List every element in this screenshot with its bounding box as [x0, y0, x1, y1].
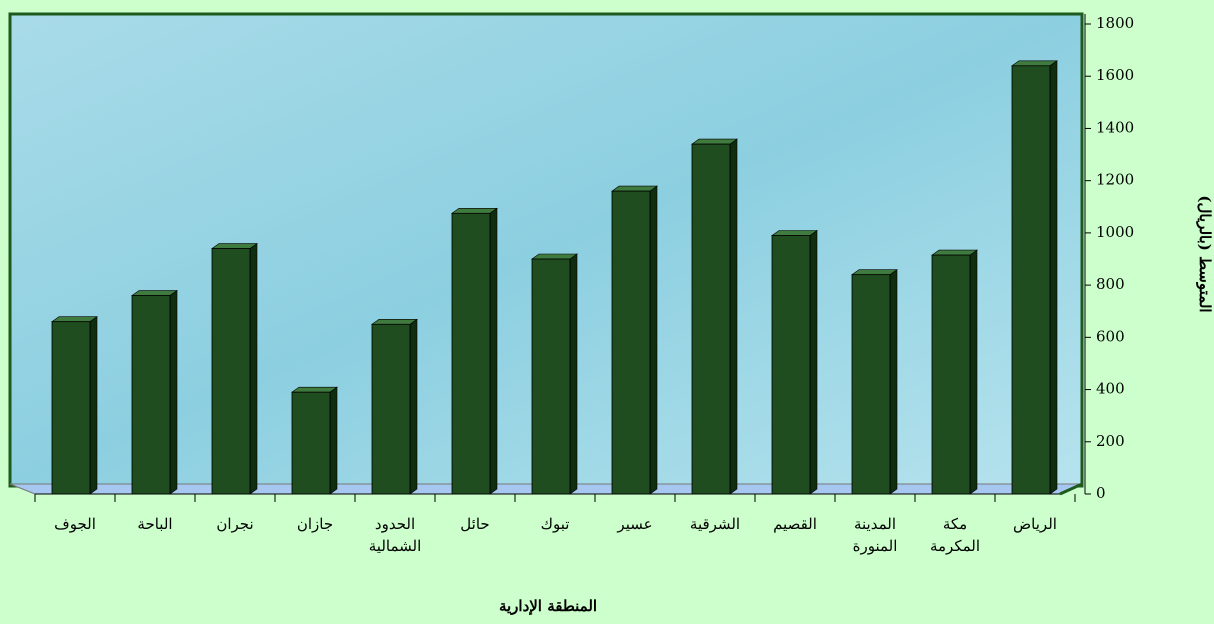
x-tick-label: المدينة المنورة	[852, 515, 898, 555]
y-tick-label: 600	[1096, 327, 1125, 345]
bar-top	[1011, 60, 1058, 67]
axis-edge	[1059, 482, 1083, 496]
bar	[291, 391, 331, 495]
bar-side	[489, 207, 498, 495]
bar-side	[249, 242, 258, 495]
bar-top	[771, 230, 818, 236]
bar	[51, 321, 91, 495]
bar	[611, 190, 651, 495]
x-axis-title: المنطقة الإدارية	[499, 597, 597, 615]
x-tick-label: الجوف	[54, 515, 96, 533]
y-tick-label: 200	[1096, 432, 1125, 450]
bar	[131, 295, 171, 495]
x-tick-label: حائل	[460, 515, 490, 533]
x-tick-label: الحدود الشمالية	[368, 515, 422, 555]
x-tick-label: الباحة	[137, 515, 173, 533]
bar-top	[211, 243, 258, 249]
bar	[851, 274, 891, 495]
bar-side	[1049, 60, 1058, 495]
x-tick-label: عسير	[617, 515, 653, 533]
bar-side	[569, 253, 578, 495]
x-tick-label: مكة المكرمة	[929, 515, 981, 555]
y-tick-label: 400	[1096, 380, 1125, 398]
bar	[931, 254, 971, 495]
bar-top	[451, 208, 498, 214]
bar	[371, 323, 411, 495]
y-tick-label: 1400	[1096, 118, 1134, 136]
x-tick-label: جازان	[296, 515, 334, 533]
bar-top	[371, 318, 418, 325]
y-tick-label: 1800	[1096, 14, 1134, 32]
y-tick-label: 1600	[1096, 66, 1134, 84]
y-axis-title: المتوسط (بالريال)	[1196, 195, 1214, 312]
bar	[451, 212, 491, 495]
bar-side	[969, 249, 978, 495]
bar-side	[409, 318, 418, 495]
bar	[771, 235, 811, 495]
bar	[691, 143, 731, 495]
x-tick-label: نجران	[216, 515, 254, 533]
bar	[1011, 65, 1051, 495]
bar-top	[291, 386, 338, 393]
bar-side	[649, 185, 658, 495]
bar	[531, 258, 571, 495]
bar-top	[531, 253, 578, 260]
bar-side	[729, 138, 738, 495]
y-tick-label: 1000	[1096, 223, 1134, 241]
x-tick-label: الشرقية	[689, 515, 741, 533]
bar-side	[809, 229, 818, 495]
bar-side	[89, 316, 98, 495]
x-tick-label: تبوك	[540, 515, 570, 533]
y-tick-label: 1200	[1096, 171, 1134, 189]
bar-top	[611, 185, 658, 192]
bar-top	[51, 316, 98, 322]
y-tick-label: 0	[1096, 484, 1106, 502]
bar-side	[889, 269, 898, 495]
bar-top	[931, 249, 978, 256]
y-tick-label: 800	[1096, 275, 1125, 293]
bar-top	[131, 290, 178, 296]
bar-side	[329, 386, 338, 495]
bar	[211, 248, 251, 495]
bar-top	[851, 269, 898, 275]
bar-side	[169, 289, 178, 495]
x-tick-label: القصيم	[773, 515, 817, 533]
bar-top	[691, 138, 738, 145]
x-tick-label: الرياض	[1013, 515, 1057, 533]
